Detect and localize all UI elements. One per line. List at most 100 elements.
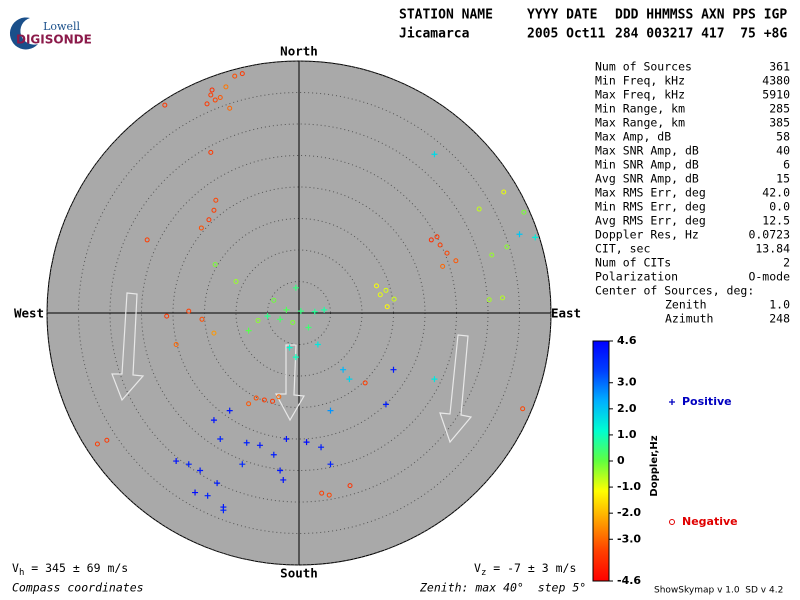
source-positive — [292, 284, 299, 291]
source-negative — [270, 398, 276, 404]
version: ShowSkymap v 1.0 SD v 4.2 — [654, 586, 783, 596]
dir-label: South — [280, 566, 318, 581]
source-positive — [204, 492, 211, 499]
stat-label: Min SNR Amp, dB — [595, 158, 699, 172]
stat-value: 2 — [783, 256, 790, 270]
source-positive — [277, 316, 284, 323]
source-negative — [377, 292, 383, 298]
source-positive — [431, 376, 438, 383]
source-negative — [486, 297, 492, 303]
stat-label: Max Amp, dB — [595, 130, 671, 144]
source-negative — [276, 394, 282, 400]
stat-label: Num of Sources — [595, 60, 692, 74]
coords: Compass coordinates — [12, 581, 144, 595]
source-positive — [305, 324, 312, 331]
source-negative — [213, 197, 219, 203]
source-negative — [440, 263, 446, 269]
source-positive — [214, 480, 221, 487]
colorbar-tick-label: -1.0 — [617, 480, 641, 493]
source-negative — [520, 406, 526, 412]
source-positive — [220, 507, 227, 514]
stat-value: 248 — [769, 312, 790, 326]
header-label: STATION NAME — [399, 8, 493, 23]
stat-label: Max Freq, kHz — [595, 88, 685, 102]
source-negative — [227, 105, 233, 111]
colorbar-tick-label: -4.6 — [617, 574, 641, 587]
stat-value: 0.0723 — [748, 228, 790, 242]
stat-value: 385 — [769, 116, 790, 130]
stat-value: 12.5 — [762, 214, 790, 228]
source-positive — [245, 327, 252, 334]
source-positive — [173, 458, 180, 465]
source-negative — [217, 95, 223, 101]
source-negative — [173, 342, 179, 347]
source-positive — [277, 467, 284, 474]
source-negative — [204, 101, 210, 107]
dir-label: West — [14, 306, 44, 321]
source-positive — [243, 439, 250, 446]
source-negative — [246, 401, 252, 407]
stat-label: Min Freq, kHz — [595, 74, 685, 88]
vz: Vz = -7 ± 3 m/s — [474, 561, 576, 578]
source-negative — [199, 316, 205, 322]
source-positive — [532, 234, 539, 241]
source-positive — [239, 461, 246, 468]
logo-top: Lowell — [43, 20, 80, 33]
colorbar-tick-label: 1.0 — [617, 428, 637, 441]
source-positive — [390, 366, 397, 373]
stat-label: Max Range, km — [595, 116, 685, 130]
source-positive — [192, 489, 199, 496]
source-negative — [347, 483, 353, 489]
stat-value: 4380 — [762, 74, 790, 88]
source-negative — [521, 209, 527, 215]
source-positive — [340, 366, 347, 373]
source-negative — [504, 244, 510, 250]
stat-label: CIT, sec — [595, 242, 650, 256]
source-positive — [210, 417, 217, 424]
source-positive — [346, 376, 353, 383]
legend-label: Negative — [682, 515, 738, 528]
source-positive — [431, 151, 438, 158]
source-positive — [311, 308, 318, 315]
colorbar-tick-label: 3.0 — [617, 376, 637, 389]
stat-value: 13.84 — [755, 242, 790, 256]
source-positive — [382, 401, 389, 408]
source-negative — [326, 492, 332, 498]
source-negative — [271, 297, 277, 303]
stat-label: Avg RMS Err, deg — [595, 214, 706, 228]
stat-label: Max SNR Amp, dB — [595, 144, 699, 158]
stat-value: 6 — [783, 158, 790, 172]
header-value: Jicamarca — [399, 27, 470, 42]
colorbar-tick-label: 2.0 — [617, 402, 637, 415]
stat-label: Zenith — [665, 298, 707, 312]
stat-value: 15 — [776, 172, 790, 186]
vh: Vh = 345 ± 69 m/s — [12, 561, 128, 578]
dir-label: North — [280, 44, 318, 59]
source-positive — [280, 476, 287, 483]
colorbar-tick-label: -3.0 — [617, 532, 641, 545]
source-positive — [516, 231, 523, 238]
arrow — [274, 344, 305, 422]
source-negative — [362, 380, 368, 386]
source-positive — [197, 467, 204, 474]
source-negative — [383, 287, 389, 293]
stat-value: 1.0 — [769, 298, 790, 312]
colorbar — [592, 340, 610, 582]
header-value: 284 003217 417 75 +8G — [615, 27, 787, 42]
stat-label: Center of Sources, deg: — [595, 284, 754, 298]
legend-marker — [669, 399, 675, 405]
source-positive — [327, 407, 334, 414]
source-positive — [318, 444, 325, 451]
stat-value: 285 — [769, 102, 790, 116]
stat-label: Azimuth — [665, 312, 713, 326]
source-negative — [434, 234, 440, 240]
stat-label: Max RMS Err, deg — [595, 186, 706, 200]
source-negative — [144, 237, 150, 243]
source-negative — [255, 318, 261, 324]
source-negative — [208, 149, 214, 155]
logo-mark — [9, 17, 38, 50]
stat-value: O-mode — [748, 270, 790, 284]
colorbar-tick-label: 4.6 — [617, 334, 637, 347]
source-negative — [164, 313, 170, 319]
source-negative — [373, 283, 379, 289]
